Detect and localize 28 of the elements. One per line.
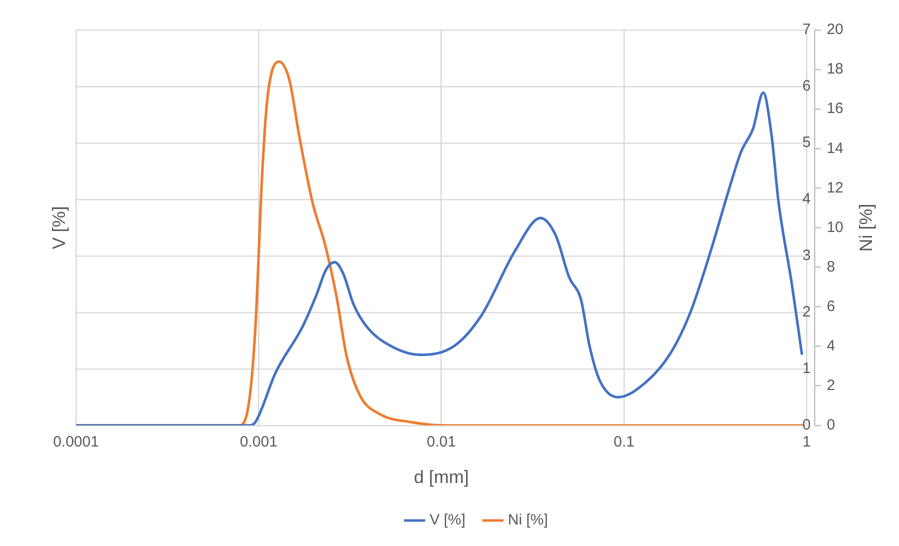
y-tick-label: 5 (802, 134, 811, 152)
y2-tick-label: 12 (826, 179, 844, 196)
x-tick-label: 0.0001 (53, 434, 99, 451)
y2-tick-label: 4 (826, 337, 836, 354)
y-tick-label: 1 (802, 360, 811, 378)
legend-label: Ni [%] (508, 512, 548, 529)
x-tick-label: 0.001 (240, 434, 278, 451)
y-tick-label: 2 (802, 304, 811, 321)
y2-tick-label: 10 (826, 218, 844, 236)
y-tick-label: 6 (802, 78, 811, 95)
y-axis-title: V [%] (48, 206, 69, 250)
x-axis-title: d [mm] (414, 467, 469, 488)
y2-tick-label: 6 (826, 298, 836, 315)
y2-tick-label: 18 (826, 60, 844, 78)
y-tick-label: 3 (802, 247, 811, 264)
y2-tick-label: 16 (826, 100, 844, 118)
y2-tick-label: 8 (826, 258, 836, 276)
x-tick-label: 0.1 (614, 434, 634, 451)
y2-tick-label: 20 (826, 21, 844, 38)
y2-axis-title: Ni [%] (856, 204, 876, 252)
y2-tick-label: 0 (826, 416, 836, 434)
x-tick-label: 0.01 (426, 434, 456, 451)
y2-tick-label: 2 (826, 377, 836, 394)
y2-tick-label: 14 (826, 140, 844, 157)
y-tick-label: 4 (802, 190, 811, 208)
y-tick-label: 7 (802, 21, 811, 38)
legend-label: V [%] (430, 512, 466, 529)
y-tick-label: 0 (802, 416, 811, 434)
